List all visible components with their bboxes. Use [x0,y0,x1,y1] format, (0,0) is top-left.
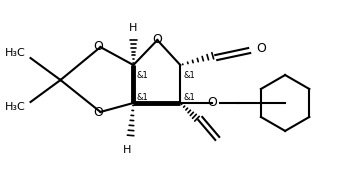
Text: H₃C: H₃C [5,48,25,58]
Text: H: H [123,145,132,155]
Text: O: O [153,33,162,45]
Text: &1: &1 [136,71,148,80]
Text: O: O [93,40,103,53]
Text: O: O [93,106,103,119]
Text: O: O [256,42,266,54]
Text: &1: &1 [183,71,195,80]
Text: O: O [207,97,217,110]
Text: H: H [129,23,137,33]
Text: &1: &1 [136,93,148,102]
Text: &1: &1 [183,93,195,102]
Text: H₃C: H₃C [5,102,25,112]
